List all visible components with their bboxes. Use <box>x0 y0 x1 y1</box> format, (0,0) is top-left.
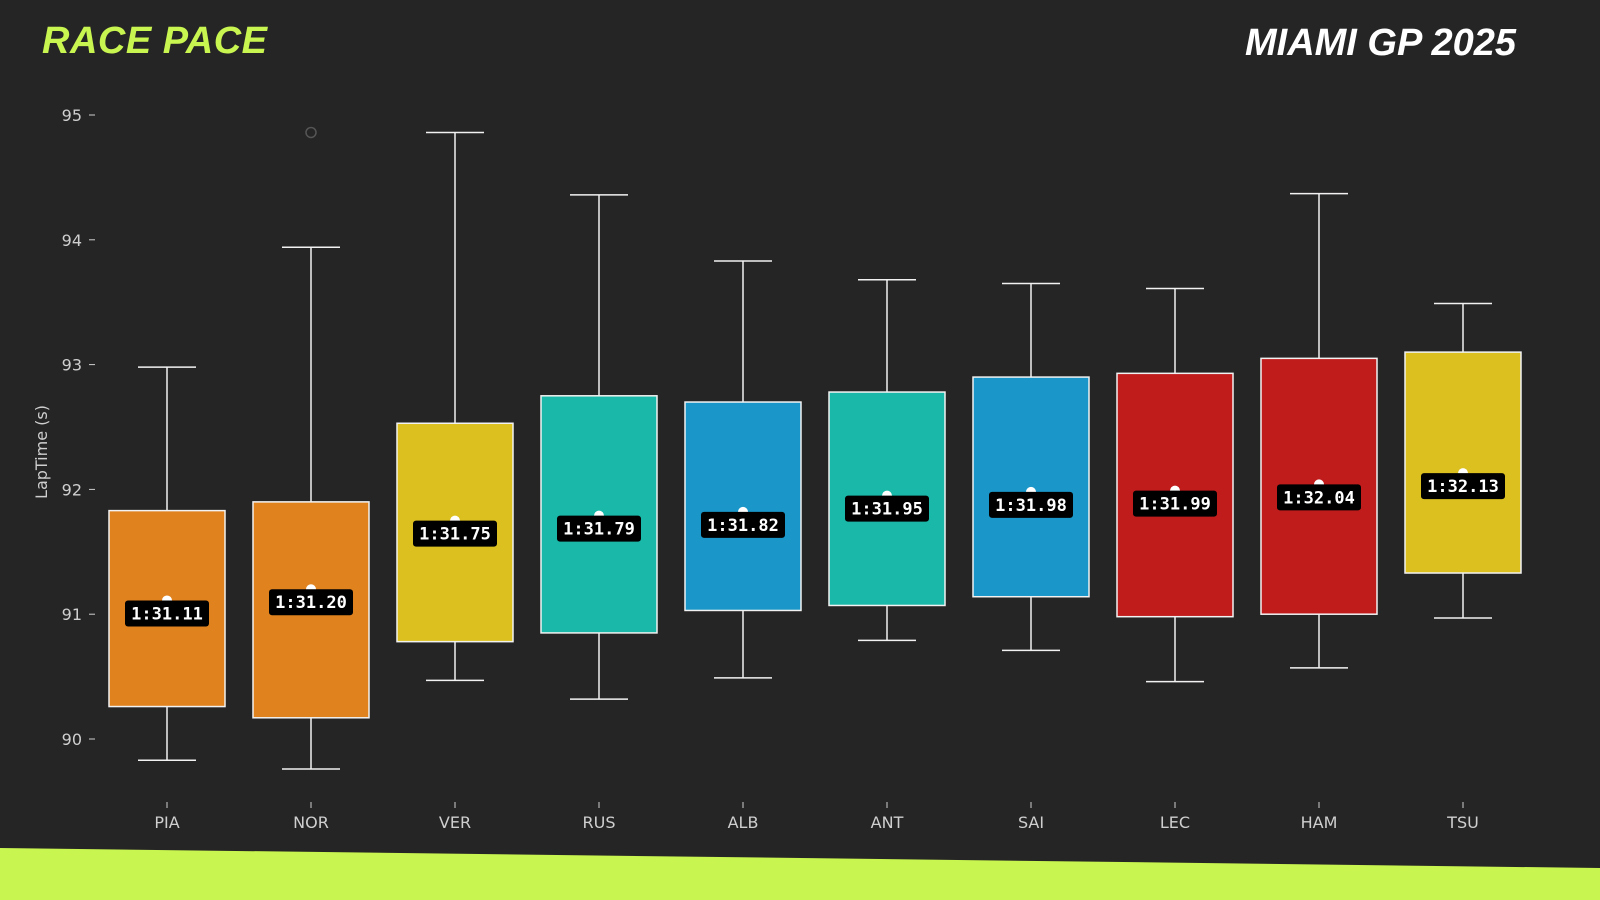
box-sai: 1:31.98 SAI <box>972 282 1090 832</box>
x-tick-label: PIA <box>154 813 179 832</box>
mean-label-bg <box>845 495 929 522</box>
mean-label-bg <box>1133 490 1217 517</box>
mean-label-bg <box>557 515 641 542</box>
mean-label: 1:31.98 <box>995 496 1067 516</box>
box-nor: 1:31.20 NOR <box>252 126 370 832</box>
accent-stripe <box>0 848 1600 900</box>
x-tick-label: SAI <box>1018 813 1044 832</box>
x-tick-label: HAM <box>1301 813 1338 832</box>
mean-label: 1:31.75 <box>419 525 491 545</box>
mean-label-bg <box>125 600 209 627</box>
mean-label-bg <box>1421 473 1505 500</box>
y-tick-label: 95 <box>62 106 82 125</box>
y-tick-label: 91 <box>62 605 82 624</box>
x-tick-label: ANT <box>871 813 904 832</box>
mean-label-bg <box>1277 484 1361 511</box>
x-tick-label: ALB <box>728 813 759 832</box>
box-ver: 1:31.75 VER <box>396 131 514 832</box>
mean-label: 1:31.20 <box>275 593 347 613</box>
y-axis-label: LapTime (s) <box>32 405 51 499</box>
iqr-box <box>1404 351 1522 574</box>
x-tick-label: NOR <box>293 813 329 832</box>
y-tick-label: 94 <box>62 231 82 250</box>
box-rus: 1:31.79 RUS <box>540 194 658 832</box>
mean-label: 1:32.04 <box>1283 488 1355 508</box>
mean-label: 1:32.13 <box>1427 477 1499 497</box>
x-tick-label: TSU <box>1446 813 1479 832</box>
x-tick-label: VER <box>439 813 471 832</box>
box-alb: 1:31.82 ALB <box>684 260 802 832</box>
box-pia: 1:31.11 PIA <box>108 366 226 832</box>
mean-label-bg <box>269 589 353 616</box>
y-tick-label: 92 <box>62 480 82 499</box>
mean-label-bg <box>701 511 785 538</box>
mean-label-bg <box>413 520 497 547</box>
mean-label: 1:31.11 <box>131 604 203 624</box>
box-lec: 1:31.99 LEC <box>1116 287 1234 832</box>
mean-label: 1:31.79 <box>563 520 635 540</box>
x-tick-label: RUS <box>583 813 616 832</box>
box-ham: 1:32.04 HAM <box>1260 192 1378 832</box>
mean-label-bg <box>989 491 1073 518</box>
y-tick-label: 93 <box>62 356 82 375</box>
mean-label: 1:31.82 <box>707 516 779 536</box>
mean-label: 1:31.95 <box>851 500 923 520</box>
race-name: MIAMI GP 2025 <box>1244 22 1516 64</box>
box-ant: 1:31.95 ANT <box>828 278 946 832</box>
outlier-point <box>305 126 317 139</box>
iqr-box <box>684 401 802 612</box>
mean-label: 1:31.99 <box>1139 495 1211 515</box>
x-tick-label: LEC <box>1160 813 1190 832</box>
y-tick-label: 90 <box>62 730 82 749</box>
box-tsu: 1:32.13 TSU <box>1404 302 1522 832</box>
chart-title: RACE PACE <box>42 20 268 62</box>
